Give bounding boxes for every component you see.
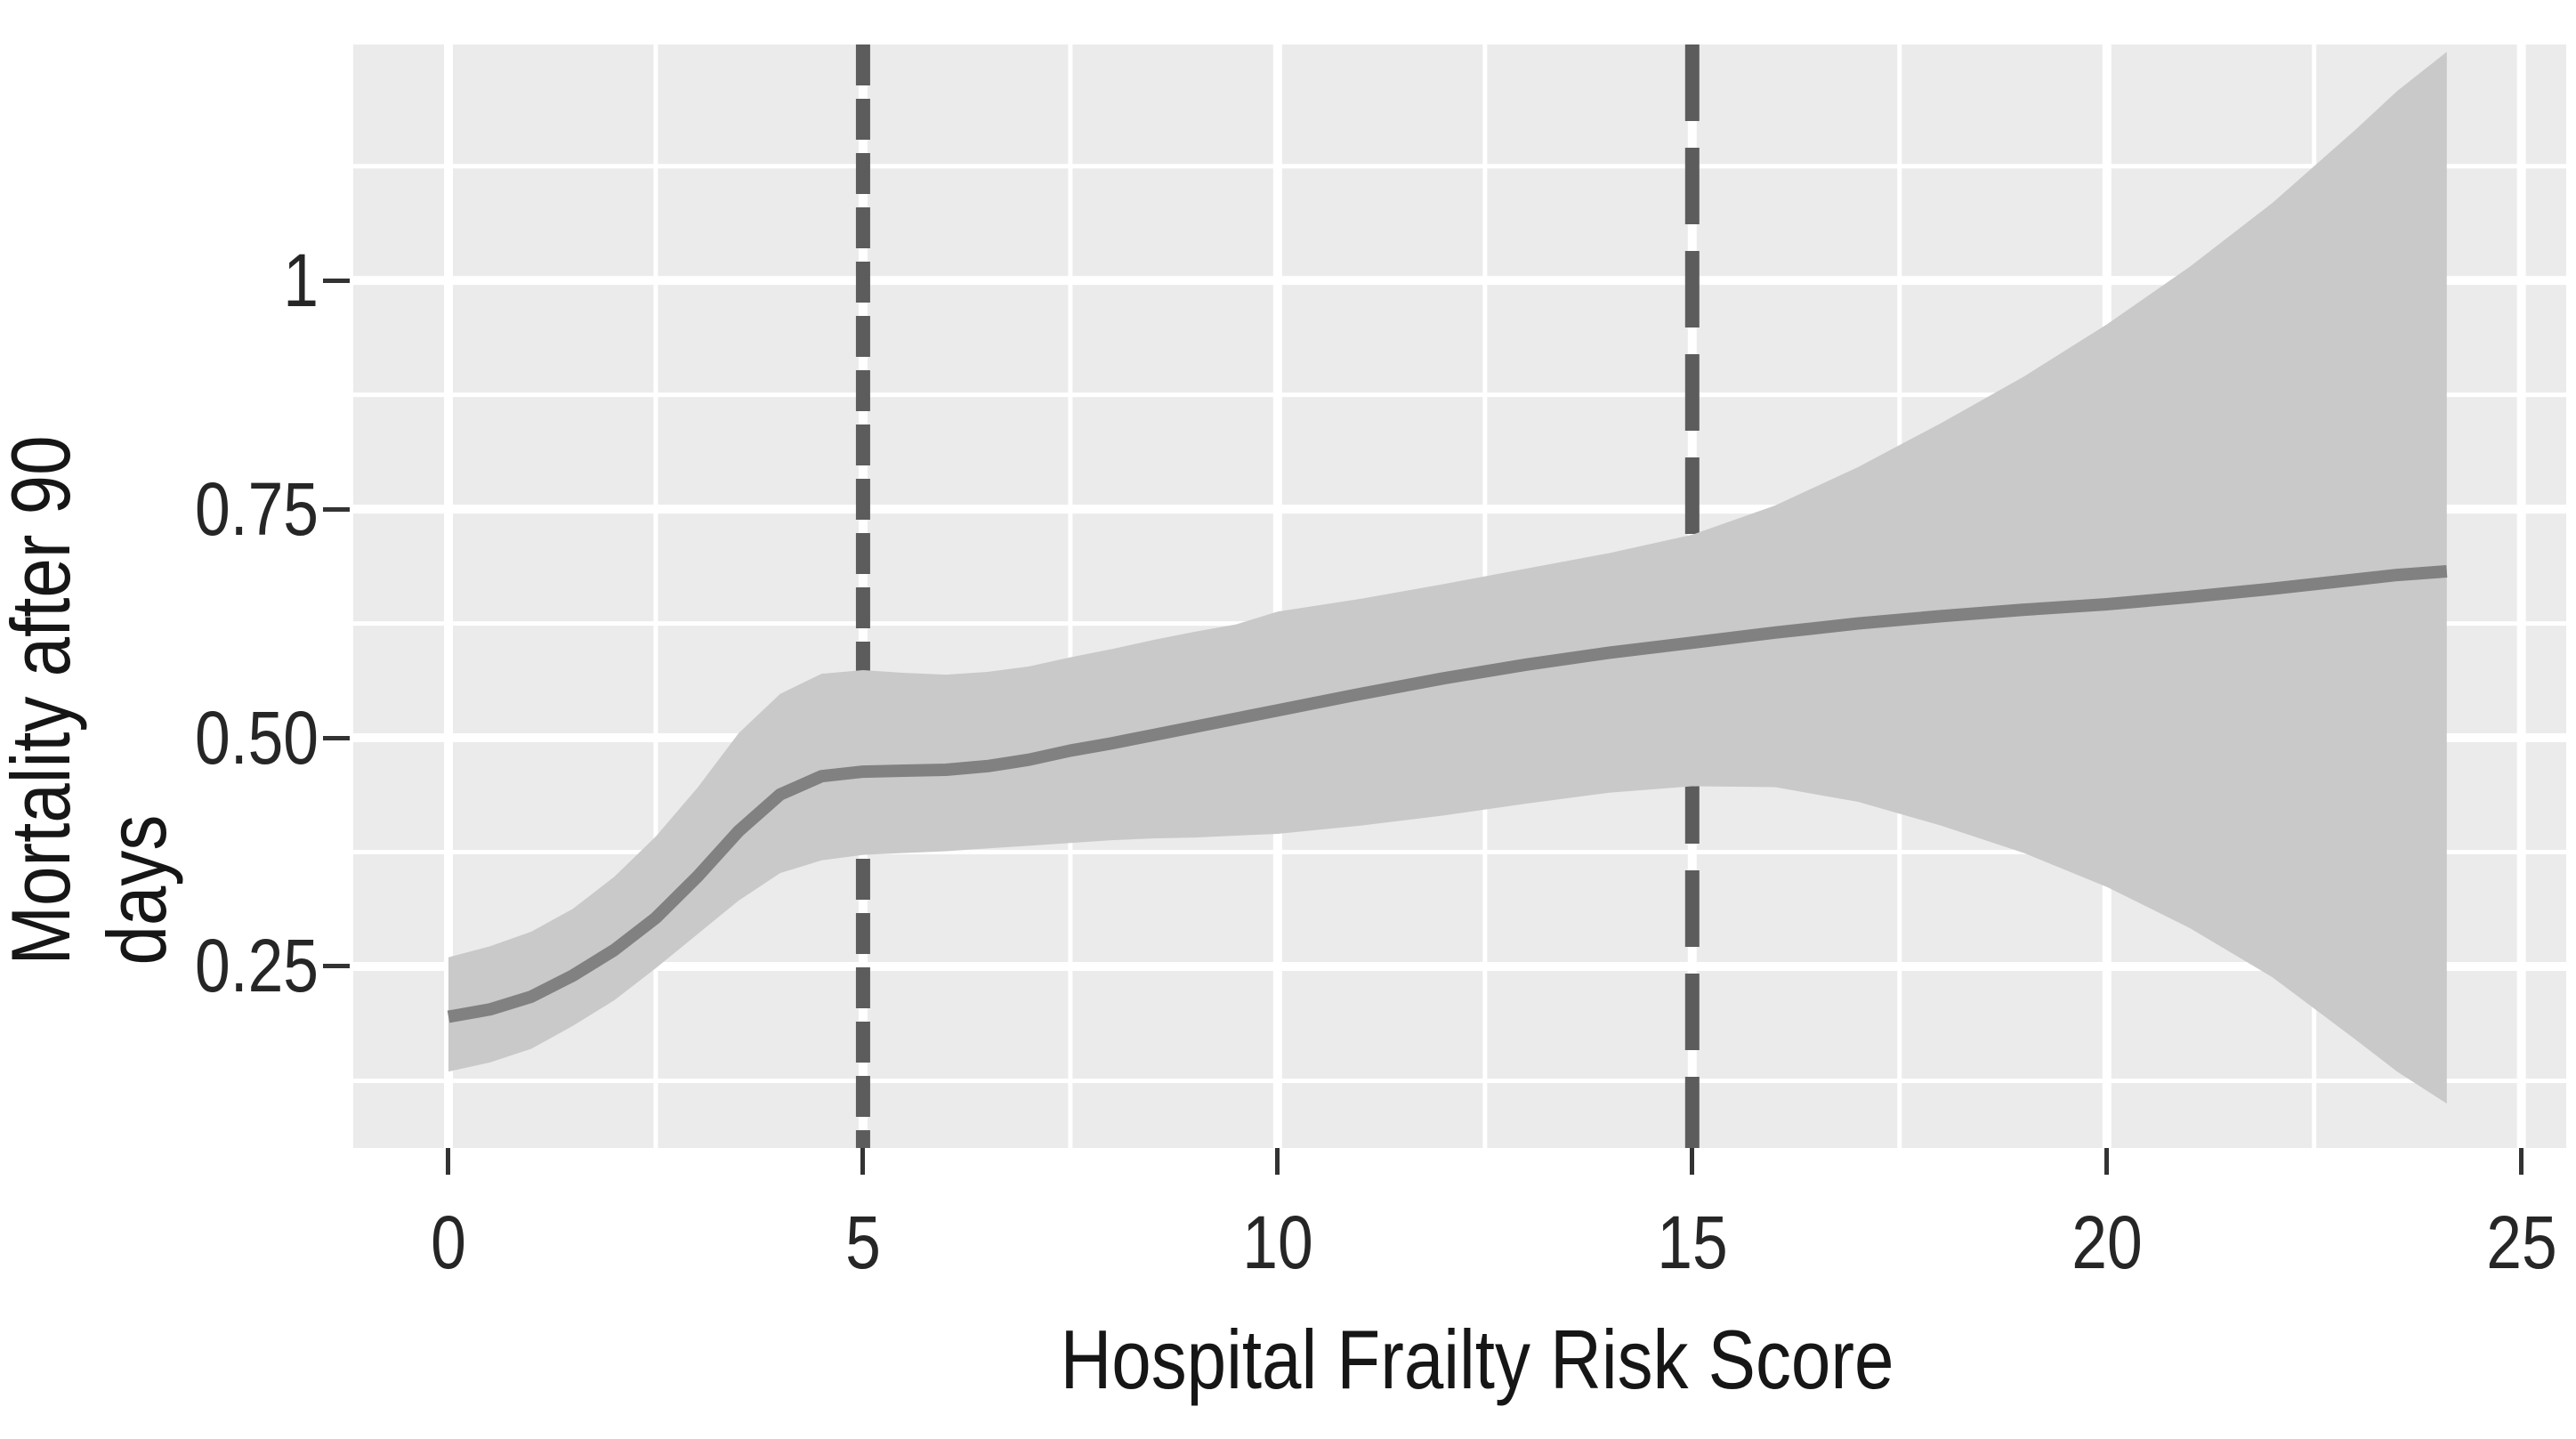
plot-panel — [353, 44, 2566, 1148]
x-tick-mark — [860, 1148, 866, 1175]
x-tick-label: 25 — [2485, 1200, 2557, 1284]
x-tick-label: 15 — [1657, 1200, 1728, 1284]
y-tick-label: 0.75 — [195, 466, 319, 551]
x-tick-label: 10 — [1242, 1200, 1313, 1284]
y-tick-mark — [323, 278, 350, 283]
x-axis-title: Hospital Frailty Risk Score — [1060, 1313, 1894, 1406]
x-tick-mark — [2104, 1148, 2110, 1175]
confidence-ribbon — [448, 52, 2447, 1104]
y-tick-mark — [323, 735, 350, 740]
x-tick-label: 5 — [845, 1200, 881, 1284]
y-tick-label: 0.25 — [195, 924, 319, 1008]
y-tick-mark — [323, 506, 350, 512]
x-tick-mark — [1275, 1148, 1280, 1175]
y-tick-label: 0.50 — [195, 695, 319, 780]
x-tick-mark — [446, 1148, 451, 1175]
x-tick-mark — [1690, 1148, 1695, 1175]
x-tick-label: 0 — [431, 1200, 466, 1284]
y-axis-title: Mortality after 90 days — [0, 435, 183, 966]
y-tick-label: 1 — [283, 238, 319, 322]
x-tick-label: 20 — [2071, 1200, 2143, 1284]
chart-canvas — [353, 44, 2566, 1148]
fit-line — [447, 565, 2448, 1023]
x-tick-mark — [2519, 1148, 2524, 1175]
y-tick-mark — [323, 964, 350, 969]
